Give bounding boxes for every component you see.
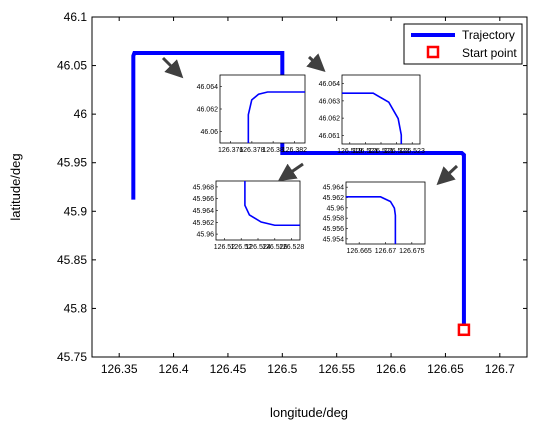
- inset-x-tick-label: 126.524: [245, 244, 270, 251]
- x-tick-label: 126.7: [485, 362, 515, 376]
- inset-y-tick-label: 46.062: [197, 107, 219, 114]
- inset-y-tick-label: 45.962: [193, 220, 215, 227]
- inset-y-tick-label: 45.96: [196, 232, 214, 239]
- inset-y-tick-label: 45.958: [323, 216, 345, 223]
- x-tick-label: 126.5: [267, 362, 297, 376]
- inset-y-tick-label: 46.062: [319, 116, 341, 123]
- x-axis-label: longitude/deg: [270, 405, 348, 420]
- arrow-inset-4: [436, 164, 459, 186]
- y-tick-label: 45.8: [64, 301, 88, 315]
- inset-series-line: [247, 91, 305, 143]
- x-tick-label: 126.35: [101, 362, 138, 376]
- inset-y-tick-label: 45.968: [193, 184, 215, 191]
- inset-x-tick-label: 126.52: [230, 244, 252, 251]
- y-tick-label: 45.75: [57, 350, 87, 364]
- x-tick-label: 126.45: [210, 362, 247, 376]
- inset-y-tick-label: 45.966: [193, 196, 215, 203]
- legend-label-start: Start point: [462, 46, 517, 60]
- y-tick-label: 46: [74, 107, 88, 121]
- legend-label-trajectory: Trajectory: [462, 28, 515, 42]
- y-tick-label: 46.1: [64, 10, 88, 24]
- legend-box: [403, 23, 523, 65]
- plot-frame: [91, 16, 528, 358]
- inset-3: 126.52126.52126.524126.526126.52845.9645…: [193, 180, 304, 251]
- y-tick-label: 45.95: [57, 156, 87, 170]
- y-tick-label: 46.05: [57, 59, 87, 73]
- inset-x-tick-label: 126.675: [399, 248, 424, 255]
- arrow-inset-1: [161, 56, 184, 79]
- x-tick-label: 126.4: [159, 362, 189, 376]
- start-point-marker: [457, 323, 471, 337]
- inset-y-tick-label: 46.063: [319, 98, 341, 105]
- inset-x-tick-label: 126.376: [218, 147, 243, 154]
- inset-y-tick-label: 46.061: [319, 133, 341, 140]
- inset-x-tick-label: 126.378: [239, 147, 264, 154]
- inset-4: 126.665 126.67 126.675 45.954 45.956 45.958 45…: [323, 181, 426, 255]
- inset-frame: [219, 74, 306, 144]
- inset-x-tick-label: 126.38: [262, 147, 284, 154]
- x-tick-label: 126.65: [427, 362, 464, 376]
- arrow-inset-3: [277, 162, 304, 182]
- inset-frame: [345, 181, 426, 245]
- legend: Trajectory Start point: [403, 23, 523, 65]
- inset-frame: [341, 74, 421, 145]
- inset-x-tick-label: 126.519: [337, 148, 362, 155]
- inset-x-tick-label: 126.522: [384, 148, 409, 155]
- legend-swatch-start: [426, 45, 440, 59]
- inset-y-tick-label: 46.064: [319, 81, 341, 88]
- inset-y-tick-label: 45.954: [323, 236, 345, 243]
- arrow-inset-2: [306, 53, 326, 73]
- inset-series-line: [346, 196, 397, 244]
- inset-x-tick-label: 126.382: [282, 147, 307, 154]
- inset-y-tick-label: 46.06: [200, 129, 218, 136]
- x-tick-label: 126.55: [318, 362, 355, 376]
- inset-y-tick-label: 46.064: [197, 84, 219, 91]
- inset-2: 126.519126.521126.521126.522126.52346.06…: [319, 74, 425, 155]
- inset-frame: [215, 180, 301, 241]
- inset-y-tick-label: 45.962: [323, 195, 345, 202]
- inset-series-line: [244, 181, 300, 227]
- inset-x-tick-label: 126.523: [400, 148, 425, 155]
- y-tick-label: 45.85: [57, 253, 87, 267]
- y-tick-label: 45.9: [64, 204, 88, 218]
- inset-x-tick-label: 126.665: [347, 248, 372, 255]
- inset-y-tick-label: 45.964: [323, 185, 345, 192]
- inset-x-tick-label: 126.521: [353, 148, 378, 155]
- inset-y-tick-label: 45.96: [326, 205, 344, 212]
- inset-x-tick-label: 126.52: [214, 244, 236, 251]
- x-tick-label: 126.6: [376, 362, 406, 376]
- inset-x-tick-label: 126.526: [262, 244, 287, 251]
- y-axis-label: latitude/deg: [8, 153, 23, 220]
- x-axis-ticks: 126.35 126.4 126.45 126.5 126.55 126.6 126.65 1…: [101, 17, 515, 376]
- inset-y-tick-label: 45.956: [323, 226, 345, 233]
- inset-x-tick-label: 126.521: [368, 148, 393, 155]
- inset-x-tick-label: 126.67: [375, 248, 397, 255]
- inset-x-tick-label: 126.528: [279, 244, 304, 251]
- y-axis-ticks: 45.75 45.8 45.85 45.9 45.95 46 46.05 46.1: [57, 10, 527, 364]
- inset-arrows: [161, 53, 459, 186]
- inset-series-line: [342, 92, 403, 144]
- inset-y-tick-label: 45.964: [193, 208, 215, 215]
